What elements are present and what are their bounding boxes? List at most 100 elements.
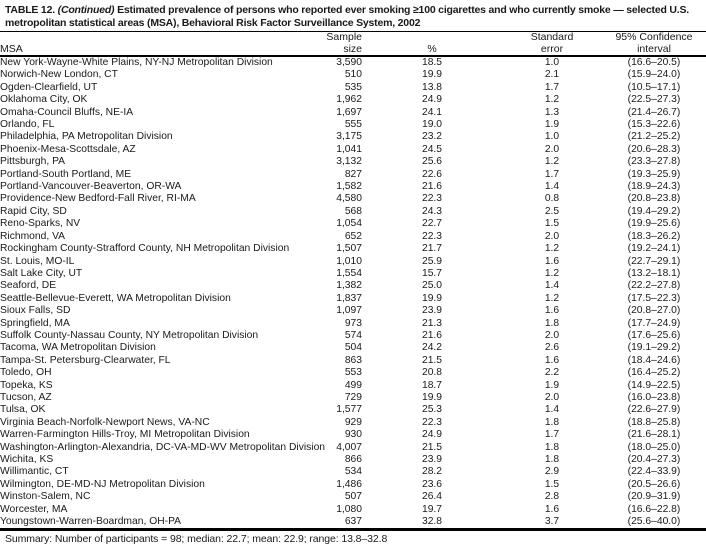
sample-size-cell: 863: [344, 354, 362, 366]
standard-error-cell: 1.2: [544, 267, 560, 279]
percent-cell: 24.3: [421, 205, 443, 217]
msa-cell: Rapid City, SD: [0, 205, 67, 217]
table-row: Orlando, FL 555 19.0 1.9 (15.3–22.6): [0, 119, 706, 131]
msa-cell: Oklahoma City, OK: [0, 94, 88, 106]
percent-cell: 18.7: [421, 379, 443, 391]
column-header-percent-label: %: [427, 42, 437, 55]
percent-cell: 26.4: [421, 491, 443, 503]
confidence-interval-cell: (22.2–27.8): [627, 280, 681, 292]
column-header-se-line2: error: [540, 42, 564, 55]
table-row: Springfield, MA 973 21.3 1.8 (17.7–24.9): [0, 318, 706, 330]
confidence-interval-cell: (16.6–20.5): [627, 57, 681, 68]
table-row: Portland-South Portland, ME 827 22.6 1.7 (19…: [0, 169, 706, 181]
table-row: Tacoma, WA Metropolitan Division 504 24.2 2…: [0, 342, 706, 354]
prevalence-table: MSA Sample size % Standard error 95% Con…: [0, 31, 706, 532]
column-header-confidence-interval: 95% Confidence interval: [602, 31, 706, 57]
percent-cell: 24.9: [421, 429, 443, 441]
confidence-interval-cell: (18.9–24.3): [627, 181, 681, 193]
msa-cell: Sioux Falls, SD: [0, 305, 71, 317]
table-row: Suffolk County-Nassau County, NY Metropo…: [0, 330, 706, 342]
column-header-msa-label: MSA: [0, 42, 23, 55]
msa-cell: Topeka, KS: [0, 379, 53, 391]
sample-size-cell: 1,382: [336, 280, 362, 292]
percent-cell: 32.8: [421, 516, 443, 528]
table-row: Seaford, DE 1,382 25.0 1.4 (22.2–27.8): [0, 280, 706, 292]
msa-cell: Willimantic, CT: [0, 466, 69, 478]
percent-cell: 15.7: [421, 267, 443, 279]
sample-size-cell: 507: [344, 491, 362, 503]
column-header-se-line1: Standard: [530, 31, 574, 43]
table-row: Tulsa, OK 1,577 25.3 1.4 (22.6–27.9): [0, 404, 706, 416]
standard-error-cell: 2.2: [544, 367, 560, 379]
percent-cell: 23.2: [421, 131, 443, 143]
table-row: Wilmington, DE-MD-NJ Metropolitan Divisi…: [0, 479, 706, 491]
table-row: Reno-Sparks, NV 1,054 22.7 1.5 (19.9–25.6): [0, 218, 706, 230]
sample-size-cell: 637: [344, 516, 362, 528]
confidence-interval-cell: (21.4–26.7): [627, 106, 681, 118]
confidence-interval-cell: (21.6–28.1): [627, 429, 681, 441]
table-row: Richmond, VA 652 22.3 2.0 (18.3–26.2): [0, 231, 706, 243]
confidence-interval-cell: (22.6–27.9): [627, 404, 681, 416]
sample-size-cell: 1,582: [336, 181, 362, 193]
column-header-sample-line2: size: [343, 42, 362, 55]
percent-cell: 23.6: [421, 478, 443, 490]
confidence-interval-cell: (20.4–27.3): [627, 454, 681, 465]
sample-size-cell: 1,080: [336, 503, 362, 515]
sample-size-cell: 1,486: [336, 478, 362, 490]
standard-error-cell: 1.7: [544, 168, 560, 180]
column-header-msa: MSA: [0, 31, 318, 57]
table-row: Virginia Beach-Norfolk-Newport News, VA-…: [0, 417, 706, 429]
percent-cell: 21.5: [421, 354, 443, 366]
standard-error-cell: 3.7: [544, 516, 560, 528]
confidence-interval-cell: (19.1–29.2): [627, 342, 681, 354]
column-header-standard-error: Standard error: [502, 31, 602, 57]
confidence-interval-cell: (18.0–25.0): [627, 441, 681, 453]
table-row: Philadelphia, PA Metropolitan Division 3,…: [0, 131, 706, 143]
msa-cell: Omaha-Council Bluffs, NE-IA: [0, 106, 134, 118]
table-row: Tampa-St. Petersburg-Clearwater, FL 863 21…: [0, 355, 706, 367]
summary-line: Summary: Number of participants = 98; me…: [5, 533, 388, 546]
table-row: Oklahoma City, OK 1,962 24.9 1.2 (22.5–27.3): [0, 94, 706, 106]
percent-cell: 25.0: [421, 280, 443, 292]
msa-cell: St. Louis, MO-IL: [0, 255, 75, 267]
msa-cell: Wilmington, DE-MD-NJ Metropolitan Divisi…: [0, 478, 205, 490]
confidence-interval-cell: (20.9–31.9): [627, 491, 681, 503]
standard-error-cell: 1.6: [544, 255, 560, 267]
msa-cell: Portland-South Portland, ME: [0, 168, 132, 180]
msa-cell: Seattle-Bellevue-Everett, WA Metropolita…: [0, 292, 231, 304]
standard-error-cell: 2.9: [544, 466, 560, 478]
table-row: Warren-Farmington Hills-Troy, MI Metropo…: [0, 429, 706, 441]
standard-error-cell: 1.2: [544, 94, 560, 106]
sample-size-cell: 510: [344, 69, 362, 81]
column-header-sample-line1: Sample: [326, 31, 362, 43]
sample-size-cell: 504: [344, 342, 362, 354]
standard-error-cell: 2.8: [544, 491, 560, 503]
standard-error-cell: 1.7: [544, 429, 560, 441]
table-row: Portland-Vancouver-Beaverton, OR-WA 1,582…: [0, 181, 706, 193]
msa-cell: Tampa-St. Petersburg-Clearwater, FL: [0, 354, 171, 366]
table-body: New York-Wayne-White Plains, NY-NJ Metro…: [0, 56, 706, 530]
sample-size-cell: 553: [344, 367, 362, 379]
title-text: Estimated prevalence of persons who repo…: [5, 4, 690, 29]
confidence-interval-cell: (25.6–40.0): [627, 516, 681, 528]
sample-size-cell: 1,097: [336, 305, 362, 317]
sample-size-cell: 1,577: [336, 404, 362, 416]
percent-cell: 24.1: [421, 106, 443, 118]
sample-size-cell: 1,962: [336, 94, 362, 106]
confidence-interval-cell: (22.5–27.3): [627, 94, 681, 106]
column-header-sample-size: Sample size: [318, 31, 362, 57]
standard-error-cell: 2.1: [544, 69, 560, 81]
msa-cell: Seaford, DE: [0, 280, 57, 292]
percent-cell: 22.7: [421, 218, 443, 230]
percent-cell: 22.6: [421, 168, 443, 180]
standard-error-cell: 1.4: [544, 404, 560, 416]
standard-error-cell: 1.9: [544, 119, 560, 131]
table-row: Salt Lake City, UT 1,554 15.7 1.2 (13.2–18.1…: [0, 268, 706, 280]
percent-cell: 23.9: [421, 305, 443, 317]
standard-error-cell: 1.8: [544, 416, 560, 428]
percent-cell: 21.6: [421, 181, 443, 193]
standard-error-cell: 1.6: [544, 503, 560, 515]
msa-cell: Portland-Vancouver-Beaverton, OR-WA: [0, 181, 182, 193]
msa-cell: Orlando, FL: [0, 119, 55, 131]
table-row: Youngstown-Warren-Boardman, OH-PA 637 32.8…: [0, 516, 706, 530]
